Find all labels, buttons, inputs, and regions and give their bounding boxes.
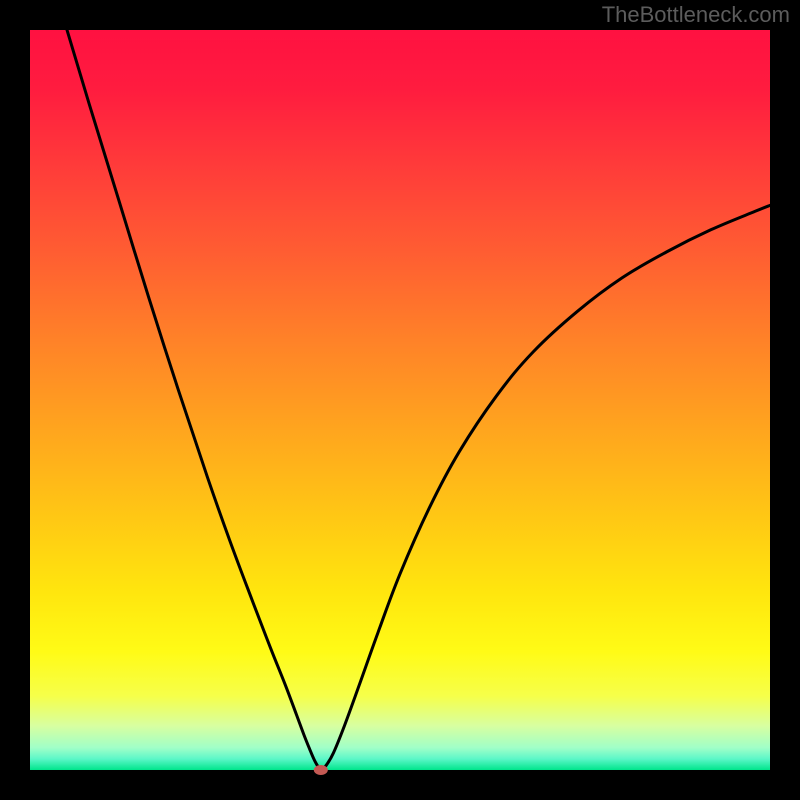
bottleneck-chart bbox=[0, 0, 800, 800]
watermark-label: TheBottleneck.com bbox=[602, 2, 790, 28]
chart-container: TheBottleneck.com bbox=[0, 0, 800, 800]
plot-area bbox=[30, 30, 770, 770]
optimal-point-marker bbox=[314, 765, 328, 775]
